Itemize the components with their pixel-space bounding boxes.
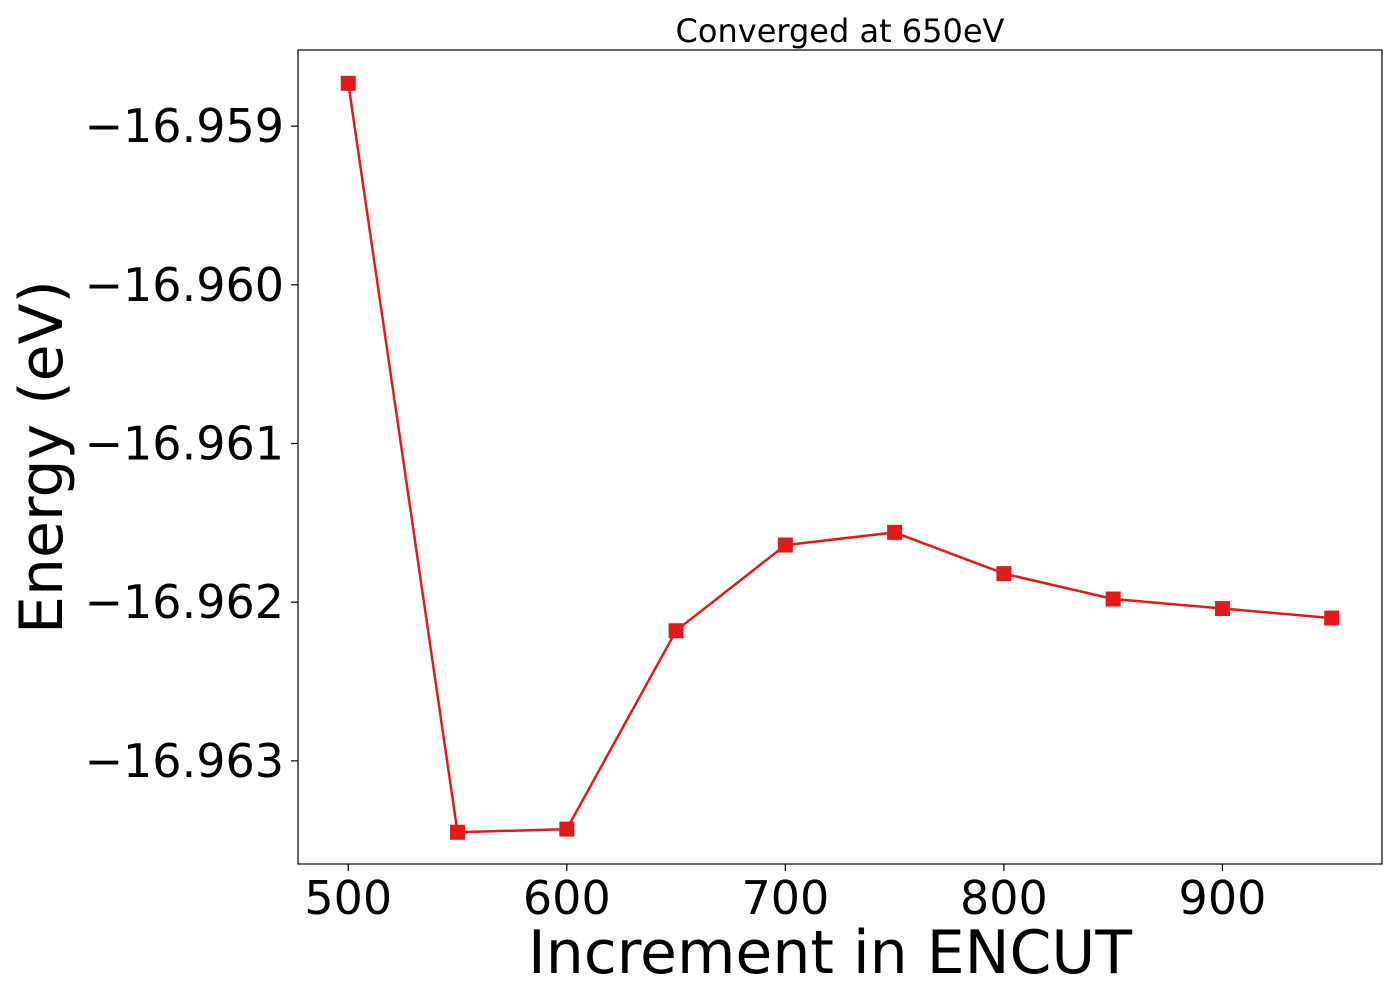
plot-area-frame — [297, 49, 1383, 865]
y-axis-ticks: −16.959 −16.960 −16.961 −16.962 −16.963 — [85, 99, 298, 788]
data-point-marker — [1214, 601, 1230, 617]
y-tick-label: −16.961 — [85, 417, 285, 471]
y-tick-label: −16.959 — [85, 99, 285, 153]
x-tick-label: 600 — [523, 871, 611, 925]
series-line — [347, 83, 1332, 834]
x-tick-label: 900 — [1179, 871, 1267, 925]
data-point-marker — [450, 824, 466, 840]
data-point-marker — [996, 566, 1012, 582]
x-axis-ticks: 500 600 700 800 900 — [304, 864, 1266, 925]
data-point-marker — [1324, 610, 1340, 626]
y-tick-label: −16.963 — [85, 734, 285, 788]
data-point-marker — [777, 537, 793, 553]
x-tick-label: 500 — [304, 871, 392, 925]
y-axis-title: Energy (eV) — [7, 280, 77, 634]
data-point-marker — [887, 524, 903, 540]
x-tick-label: 800 — [960, 871, 1048, 925]
series-layer — [340, 75, 1340, 840]
chart-title: Converged at 650eV — [676, 12, 1005, 50]
data-point-marker — [340, 75, 356, 91]
data-point-marker — [1105, 591, 1121, 607]
data-point-marker — [668, 623, 684, 639]
y-tick-label: −16.960 — [85, 258, 285, 312]
y-tick-label: −16.962 — [85, 575, 285, 629]
x-axis-title: Increment in ENCUT — [528, 918, 1132, 988]
x-tick-label: 700 — [741, 871, 829, 925]
data-point-marker — [559, 821, 575, 837]
